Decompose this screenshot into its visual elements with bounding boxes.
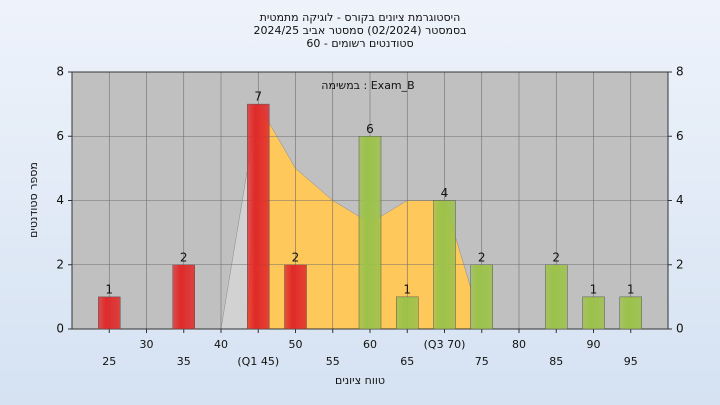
bar bbox=[98, 296, 121, 330]
data-label: 2 bbox=[478, 250, 486, 264]
data-label: 1 bbox=[105, 282, 113, 296]
data-label: 7 bbox=[254, 90, 262, 104]
bar bbox=[545, 264, 568, 330]
x-tick-label: 95 bbox=[624, 355, 638, 368]
bar bbox=[582, 296, 605, 330]
y-tick-label: 0 bbox=[56, 322, 64, 336]
y-tick-label: 8 bbox=[56, 65, 64, 79]
x-tick-label: 85 bbox=[549, 355, 563, 368]
x-tick-label: 55 bbox=[326, 355, 340, 368]
x-tick-label: 65 bbox=[400, 355, 414, 368]
x-tick-label: 60 bbox=[363, 338, 377, 351]
chart-title: היסטוגרמת ציונים בקורס - לוגיקה מתמטית bbox=[260, 11, 461, 24]
bar bbox=[433, 200, 456, 330]
bar bbox=[284, 264, 307, 330]
data-label: 1 bbox=[627, 282, 635, 296]
bar bbox=[247, 103, 270, 330]
y-tick-label: 2 bbox=[56, 257, 64, 271]
y2-tick-label: 2 bbox=[676, 257, 684, 271]
data-label: 2 bbox=[180, 250, 188, 264]
y-tick-label: 6 bbox=[56, 129, 64, 143]
bar bbox=[358, 136, 382, 330]
x-axis-label: טווח ציונים bbox=[335, 374, 385, 387]
data-label: 2 bbox=[552, 250, 560, 264]
chart-subtitle: סטודנטים רשומים - 60 bbox=[306, 37, 413, 50]
bar bbox=[396, 296, 419, 330]
x-tick-label: (Q3 70) bbox=[424, 338, 466, 351]
x-tick-label: 40 bbox=[214, 338, 228, 351]
data-label: 4 bbox=[441, 186, 449, 200]
y-axis-label: מספר סטודנטים bbox=[27, 162, 40, 238]
data-label: 6 bbox=[366, 122, 374, 136]
y2-tick-label: 0 bbox=[676, 322, 684, 336]
data-label: 1 bbox=[590, 282, 598, 296]
x-tick-label: 50 bbox=[289, 338, 303, 351]
x-tick-label: 35 bbox=[177, 355, 191, 368]
y-tick-label: 4 bbox=[56, 193, 64, 207]
x-tick-label: 25 bbox=[102, 355, 116, 368]
chart-subtitle: בסמסטר (02/2024) סמסטר אביב 2024/25 bbox=[253, 24, 466, 37]
y2-tick-label: 4 bbox=[676, 193, 684, 207]
x-tick-label: 30 bbox=[140, 338, 154, 351]
x-tick-label: 80 bbox=[512, 338, 526, 351]
y2-tick-label: 6 bbox=[676, 129, 684, 143]
x-tick-label: 90 bbox=[587, 338, 601, 351]
bar bbox=[470, 264, 493, 330]
data-label: 1 bbox=[403, 282, 411, 296]
x-tick-label: (Q1 45) bbox=[237, 355, 279, 368]
bar bbox=[619, 296, 642, 330]
x-tick-label: 75 bbox=[475, 355, 489, 368]
y2-tick-label: 8 bbox=[676, 65, 684, 79]
bar bbox=[172, 264, 195, 330]
data-label: 2 bbox=[292, 250, 300, 264]
annotation: במשימה : Exam_B bbox=[321, 79, 414, 92]
